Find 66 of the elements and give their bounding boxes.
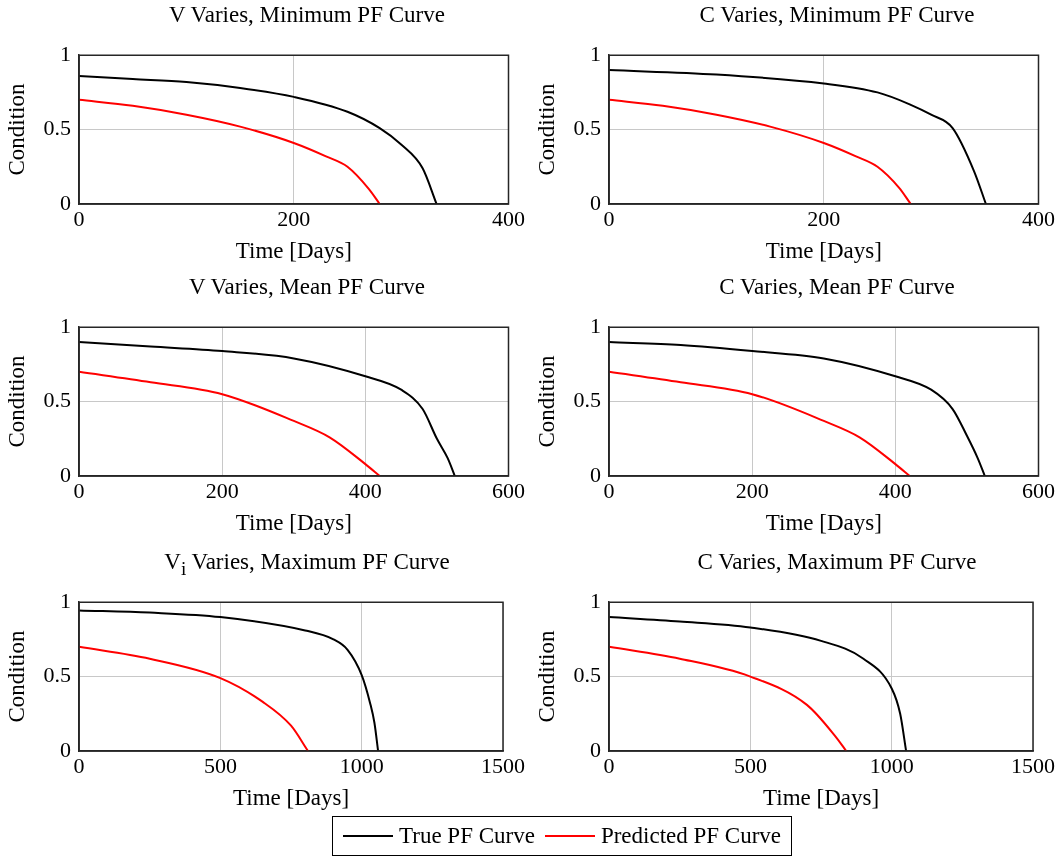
y-tick-label: 1 bbox=[60, 40, 72, 66]
y-tick-label: 0 bbox=[60, 461, 72, 487]
y-tick-label: 0.5 bbox=[573, 662, 602, 688]
y-tick-label: 0.5 bbox=[573, 115, 602, 141]
line-series bbox=[609, 341, 986, 476]
line-series bbox=[79, 609, 380, 751]
line-series bbox=[609, 370, 911, 476]
y-tick-label: 1 bbox=[60, 587, 72, 613]
line-series bbox=[609, 645, 848, 751]
y-tick-label: 0.5 bbox=[43, 387, 72, 413]
y-tick-label: 0 bbox=[590, 461, 602, 487]
x-tick-label: 600 bbox=[492, 477, 525, 503]
chart-title: V$_{i}$ Varies, Maximum PF Curve bbox=[163, 549, 451, 580]
x-tick-label: 500 bbox=[733, 752, 767, 778]
y-tick-label: 0.5 bbox=[43, 662, 72, 688]
line-series bbox=[79, 645, 310, 751]
x-tick-label: 200 bbox=[205, 477, 239, 503]
chart-title: V Varies, Minimum PF Curve bbox=[168, 2, 446, 28]
x-tick-label: 400 bbox=[878, 477, 912, 503]
x-tick-label: 200 bbox=[277, 205, 311, 231]
chart-title: C Varies, Mean PF Curve bbox=[718, 274, 956, 300]
x-tick-label: 400 bbox=[348, 477, 382, 503]
line-series bbox=[79, 370, 381, 476]
x-axis-title: Time [Days] bbox=[765, 238, 882, 264]
line-series bbox=[609, 616, 908, 751]
y-axis-title: Condition bbox=[533, 355, 559, 448]
legend-label: Predicted PF Curve bbox=[600, 823, 782, 849]
y-tick-label: 1 bbox=[590, 312, 602, 338]
y-tick-label: 0.5 bbox=[573, 387, 602, 413]
x-tick-label: 400 bbox=[492, 205, 525, 231]
x-tick-label: 1500 bbox=[1011, 752, 1055, 778]
y-tick-label: 0 bbox=[590, 736, 602, 762]
x-tick-label: 1500 bbox=[481, 752, 525, 778]
y-tick-label: 0 bbox=[60, 189, 72, 215]
x-tick-label: 200 bbox=[735, 477, 769, 503]
x-tick-label: 1000 bbox=[869, 752, 914, 778]
x-tick-label: 400 bbox=[1022, 205, 1055, 231]
line-series bbox=[609, 69, 987, 204]
legend-label: True PF Curve bbox=[399, 823, 535, 849]
x-axis-title: Time [Days] bbox=[765, 510, 882, 536]
line-series bbox=[79, 341, 456, 476]
y-tick-label: 1 bbox=[60, 312, 72, 338]
y-tick-label: 0.5 bbox=[43, 115, 72, 141]
x-tick-label: 200 bbox=[807, 205, 841, 231]
x-axis-title: Time [Days] bbox=[235, 238, 352, 264]
x-tick-label: 1000 bbox=[339, 752, 384, 778]
y-tick-label: 1 bbox=[590, 587, 602, 613]
x-axis-title: Time [Days] bbox=[233, 785, 350, 811]
y-axis-title: Condition bbox=[533, 630, 559, 723]
y-axis-title: Condition bbox=[3, 83, 29, 176]
line-series bbox=[79, 75, 438, 204]
y-axis-title: Condition bbox=[3, 630, 29, 723]
x-tick-label: 500 bbox=[203, 752, 237, 778]
chart-title: C Varies, Minimum PF Curve bbox=[698, 2, 976, 28]
line-series bbox=[609, 98, 912, 204]
y-axis-title: Condition bbox=[3, 355, 29, 448]
y-axis-title: Condition bbox=[533, 83, 559, 176]
y-tick-label: 0 bbox=[60, 736, 72, 762]
chart-title: V Varies, Mean PF Curve bbox=[187, 274, 427, 300]
y-tick-label: 0 bbox=[590, 189, 602, 215]
x-tick-label: 600 bbox=[1022, 477, 1055, 503]
chart-title: C Varies, Maximum PF Curve bbox=[696, 549, 978, 575]
line-series bbox=[79, 98, 381, 204]
x-axis-title: Time [Days] bbox=[235, 510, 352, 536]
y-tick-label: 1 bbox=[590, 40, 602, 66]
x-axis-title: Time [Days] bbox=[763, 785, 880, 811]
